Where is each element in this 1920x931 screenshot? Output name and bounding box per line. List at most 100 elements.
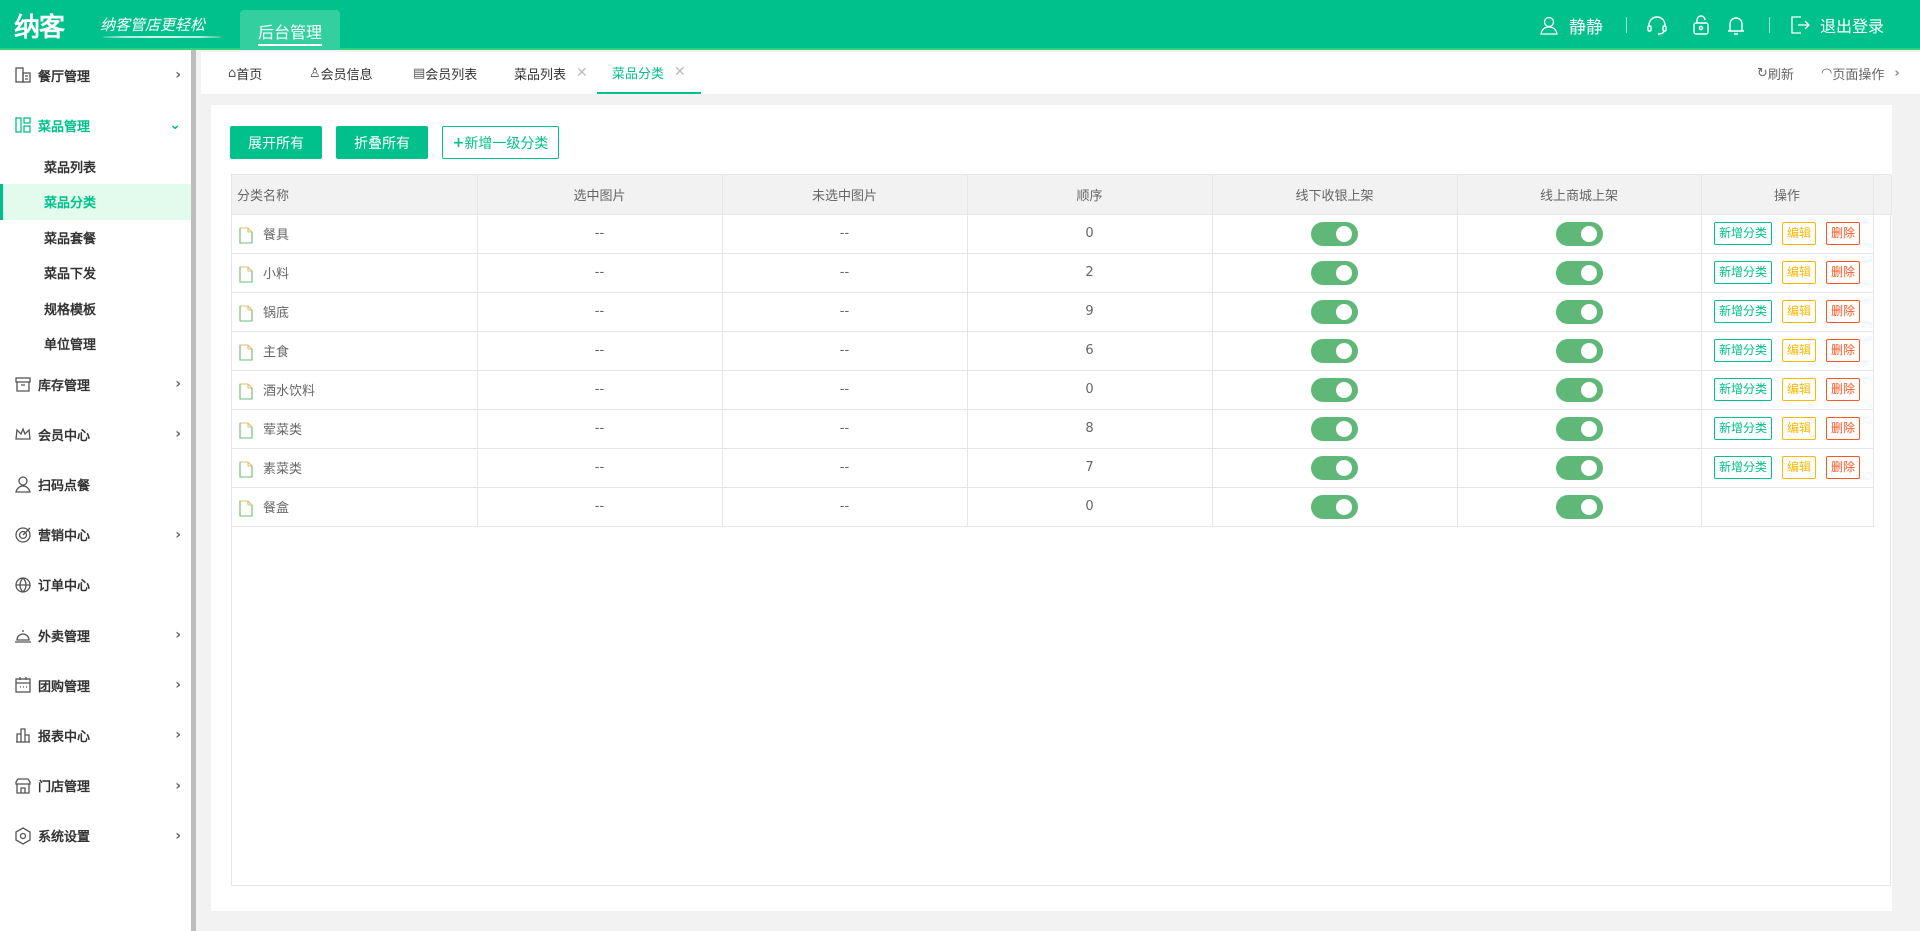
category-name: 素菜类 — [263, 461, 303, 477]
online-listing-toggle[interactable] — [1555, 299, 1603, 324]
expand-all-button[interactable]: 展开所有 — [230, 126, 322, 159]
gear-icon — [15, 827, 31, 845]
add-subcategory-button[interactable]: 新增分类 — [1713, 222, 1772, 245]
lock-icon[interactable] — [1692, 14, 1710, 36]
file-icon — [239, 265, 253, 283]
file-icon — [239, 304, 253, 322]
offline-listing-toggle[interactable] — [1311, 494, 1358, 519]
sidebar-item-restaurant[interactable]: 餐厅管理 › — [0, 55, 191, 95]
delete-button[interactable]: 删除 — [1826, 417, 1861, 440]
tab[interactable]: ⌂ 首页 — [228, 65, 263, 83]
edit-button[interactable]: 编辑 — [1781, 300, 1816, 323]
add-subcategory-button[interactable]: 新增分类 — [1713, 339, 1772, 362]
sidebar: 餐厅管理 › 菜品管理 ⌄ 菜品列表菜品分类菜品套餐菜品下发规格模板单位管理库存管理 › 会… — [0, 50, 196, 931]
add-subcategory-button[interactable]: 新增分类 — [1713, 261, 1772, 284]
category-name: 酒水饮料 — [263, 383, 316, 399]
delete-button[interactable]: 删除 — [1826, 300, 1861, 323]
delete-button[interactable]: 删除 — [1826, 378, 1861, 401]
sidebar-item[interactable]: 团购管理 › — [0, 665, 191, 705]
sidebar-subitem[interactable]: 单位管理 — [44, 338, 97, 353]
online-listing-toggle[interactable] — [1555, 455, 1603, 480]
chevron-right-icon: › — [175, 627, 181, 643]
offline-listing-toggle[interactable] — [1311, 299, 1358, 324]
online-listing-toggle[interactable] — [1555, 338, 1603, 363]
delete-button[interactable]: 删除 — [1826, 339, 1861, 362]
edit-button[interactable]: 编辑 — [1781, 417, 1816, 440]
delete-button[interactable]: 删除 — [1826, 456, 1861, 479]
sidebar-subitem[interactable]: 菜品分类 — [0, 183, 191, 220]
edit-button[interactable]: 编辑 — [1781, 261, 1816, 284]
sidebar-item[interactable]: 库存管理 › — [0, 364, 191, 404]
sidebar-subitem[interactable]: 菜品套餐 — [44, 231, 97, 247]
category-name: 主食 — [263, 344, 290, 360]
online-listing-toggle[interactable] — [1555, 416, 1603, 441]
sidebar-item[interactable]: 扫码点餐 — [0, 464, 191, 504]
target-icon — [15, 526, 31, 543]
edit-button[interactable]: 编辑 — [1781, 456, 1816, 479]
tab[interactable]: ♙ 会员信息 — [309, 65, 373, 83]
online-listing-toggle[interactable] — [1555, 260, 1603, 285]
sidebar-item-dishes[interactable]: 菜品管理 ⌄ — [0, 105, 191, 145]
clipboard-icon: ▤ — [413, 65, 426, 81]
collapse-all-button[interactable]: 折叠所有 — [336, 126, 428, 159]
file-icon — [239, 499, 253, 517]
logout-button[interactable]: 退出登录 — [1790, 0, 1884, 50]
close-icon[interactable]: ✕ — [674, 64, 686, 80]
sidebar-item[interactable]: 报表中心 › — [0, 715, 191, 755]
chevron-right-icon: › — [1894, 65, 1900, 81]
table-row: 餐盒 -- -- 0 — [232, 486, 1891, 527]
tab[interactable]: 菜品列表 ✕ — [514, 65, 588, 83]
column-header: 选中图片 — [476, 175, 723, 215]
tab[interactable]: 菜品分类 ✕ — [597, 52, 701, 94]
category-name: 餐盒 — [263, 500, 290, 516]
delete-button[interactable]: 删除 — [1826, 261, 1861, 284]
add-top-category-button[interactable]: + 新增一级分类 — [442, 126, 559, 159]
user-menu[interactable]: 静静 — [1539, 0, 1603, 50]
category-name: 餐具 — [263, 227, 290, 243]
column-header: 线上商城上架 — [1456, 175, 1702, 215]
add-subcategory-button[interactable]: 新增分类 — [1713, 300, 1772, 323]
add-subcategory-button[interactable]: 新增分类 — [1713, 456, 1772, 479]
category-name: 荤菜类 — [263, 422, 303, 438]
column-header: 操作 — [1700, 175, 1874, 215]
sidebar-item[interactable]: 系统设置 › — [0, 816, 191, 856]
edit-button[interactable]: 编辑 — [1781, 378, 1816, 401]
offline-listing-toggle[interactable] — [1311, 221, 1358, 246]
column-header: 顺序 — [966, 175, 1213, 215]
user-icon — [15, 476, 31, 494]
offline-listing-toggle[interactable] — [1311, 377, 1358, 402]
close-icon[interactable]: ✕ — [576, 65, 588, 81]
headset-icon[interactable] — [1646, 15, 1668, 35]
sidebar-subitem[interactable]: 菜品列表 — [44, 160, 97, 176]
admin-tab[interactable]: 后台管理 — [240, 10, 340, 50]
page-operations-button[interactable]: ◠ 页面操作 › — [1821, 65, 1900, 83]
category-name: 小料 — [263, 266, 290, 282]
offline-listing-toggle[interactable] — [1311, 455, 1358, 480]
edit-button[interactable]: 编辑 — [1781, 222, 1816, 245]
bar-chart-icon — [16, 728, 30, 744]
online-listing-toggle[interactable] — [1555, 221, 1603, 246]
add-subcategory-button[interactable]: 新增分类 — [1713, 417, 1772, 440]
add-subcategory-button[interactable]: 新增分类 — [1713, 378, 1772, 401]
refresh-button[interactable]: ↻ 刷新 — [1757, 65, 1794, 83]
sidebar-item[interactable]: 订单中心 — [0, 565, 191, 605]
tab[interactable]: ▤ 会员列表 — [413, 65, 478, 83]
edit-button[interactable]: 编辑 — [1781, 339, 1816, 362]
sidebar-subitem[interactable]: 菜品下发 — [44, 267, 97, 282]
sidebar-subitem[interactable]: 规格模板 — [44, 302, 97, 318]
online-listing-toggle[interactable] — [1555, 377, 1603, 402]
calendar-icon — [15, 677, 31, 693]
file-icon — [239, 421, 253, 439]
online-listing-toggle[interactable] — [1555, 494, 1603, 519]
delete-button[interactable]: 删除 — [1826, 222, 1861, 245]
bell-icon[interactable] — [1727, 14, 1745, 36]
sidebar-item[interactable]: 会员中心 › — [0, 414, 191, 454]
offline-listing-toggle[interactable] — [1311, 416, 1358, 441]
sidebar-item[interactable]: 营销中心 › — [0, 515, 191, 555]
offline-listing-toggle[interactable] — [1311, 338, 1358, 363]
column-header: 分类名称 — [232, 175, 478, 215]
sidebar-item[interactable]: 门店管理 › — [0, 766, 191, 806]
offline-listing-toggle[interactable] — [1311, 260, 1358, 285]
sidebar-item[interactable]: 外卖管理 › — [0, 615, 191, 655]
chevron-right-icon: › — [175, 526, 181, 543]
